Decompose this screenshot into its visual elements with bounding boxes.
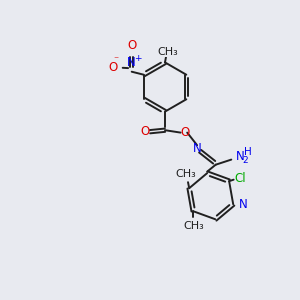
Text: O: O <box>181 125 190 139</box>
Text: N: N <box>238 198 247 211</box>
Text: O: O <box>140 125 149 138</box>
Text: Cl: Cl <box>235 172 246 185</box>
Text: CH₃: CH₃ <box>176 169 196 178</box>
Text: N: N <box>236 150 244 164</box>
Text: N: N <box>193 142 202 155</box>
Text: O: O <box>127 39 136 52</box>
Text: H: H <box>244 146 252 157</box>
Text: 2: 2 <box>242 156 248 165</box>
Text: N: N <box>127 56 136 69</box>
Text: ⁻: ⁻ <box>113 56 118 66</box>
Text: CH₃: CH₃ <box>183 221 204 231</box>
Text: CH₃: CH₃ <box>157 47 178 57</box>
Text: +: + <box>134 54 141 63</box>
Text: O: O <box>108 61 118 74</box>
